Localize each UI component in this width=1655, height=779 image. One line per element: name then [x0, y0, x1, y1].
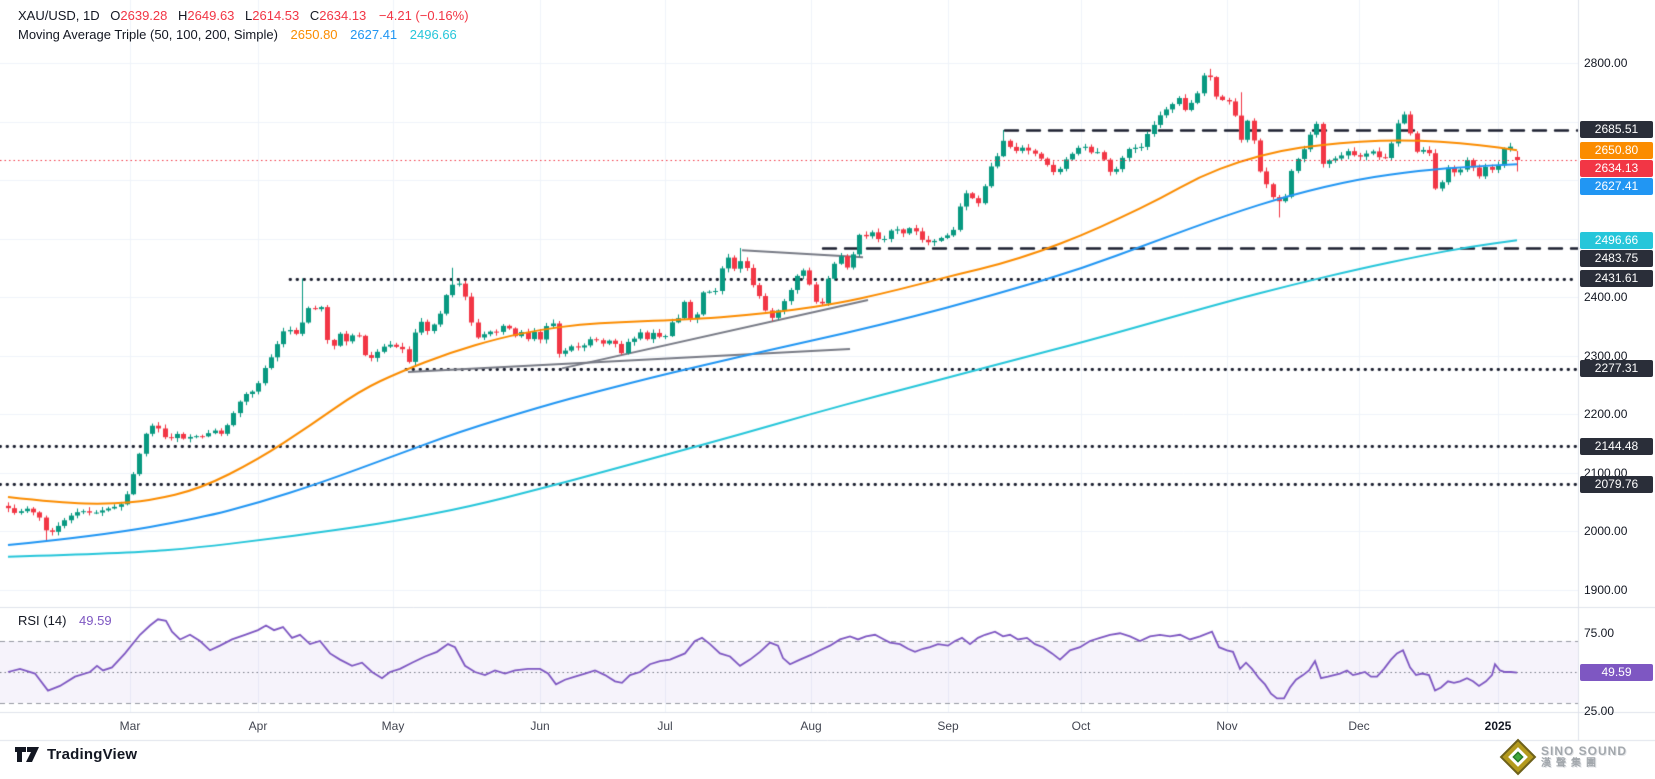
low-value: 2614.53: [252, 8, 300, 23]
tradingview-logo-icon: [15, 747, 39, 762]
sino-sound-watermark: SINO SOUND 漢聲集團: [1502, 741, 1627, 773]
price-axis-tick: 2200.00: [1584, 407, 1628, 421]
low-label: L: [245, 8, 253, 23]
open-value: 2639.28: [120, 8, 168, 23]
price-axis-tick: 2000.00: [1584, 524, 1628, 538]
price-axis-tick: 75.00: [1584, 626, 1615, 641]
time-axis-label: Aug: [800, 719, 822, 733]
time-axis-label: May: [381, 719, 405, 733]
open-label: O: [110, 8, 121, 23]
price-axis-badge: 2634.13: [1580, 159, 1653, 177]
price-axis-tick: 25.00: [1584, 703, 1615, 718]
symbol-legend-row[interactable]: XAU/USD, 1D O2639.28 H2649.63 L2614.53 C…: [18, 8, 469, 23]
price-axis-badge: 2627.41: [1580, 177, 1653, 195]
price-axis-badge: 2483.75: [1580, 249, 1653, 267]
ma-study-title: Moving Average Triple (50, 100, 200, Sim…: [18, 27, 278, 42]
time-axis-label: 2025: [1484, 719, 1512, 733]
rsi-value: 49.59: [79, 613, 112, 628]
close-value: 2634.13: [319, 8, 367, 23]
price-axis-badge: 2496.66: [1580, 231, 1653, 249]
price-axis-badge: 2277.31: [1580, 360, 1653, 378]
time-axis-label: Mar: [119, 719, 141, 733]
price-axis-tick: 2400.00: [1584, 290, 1628, 304]
rsi-value-badge: 49.59: [1580, 664, 1653, 682]
time-axis-label: Dec: [1348, 719, 1370, 733]
rsi-legend-row[interactable]: RSI (14) 49.59: [18, 613, 112, 628]
price-axis-badge: 2144.48: [1580, 437, 1653, 455]
sino-sound-name: SINO SOUND: [1540, 743, 1627, 758]
time-axis-label: Jul: [657, 719, 673, 733]
time-axis-label: Oct: [1071, 719, 1091, 733]
ma200-value: 2496.66: [409, 27, 457, 42]
time-axis-label: Jun: [530, 719, 550, 733]
tradingview-logo-text: TradingView: [47, 746, 138, 763]
price-axis-badge: 2431.61: [1580, 270, 1653, 287]
time-axis-label: Apr: [248, 719, 268, 733]
tradingview-branding[interactable]: TradingView: [14, 746, 137, 763]
price-axis[interactable]: 2800.00 2400.00 2300.00 2200.00 2100.00 2000.…: [1578, 0, 1655, 740]
change-value: −4.21 (−0.16%): [378, 8, 469, 23]
close-label: C: [309, 8, 320, 23]
time-axis-label: Nov: [1216, 719, 1238, 733]
time-axis-label: Sep: [937, 719, 959, 733]
price-axis-badge: 2650.80: [1580, 141, 1653, 159]
price-axis-tick: 1900.00: [1584, 582, 1628, 597]
high-value: 2649.63: [187, 8, 235, 23]
ma50-value: 2650.80: [290, 27, 338, 42]
high-label: H: [178, 8, 188, 23]
rsi-study-title: RSI (14): [18, 613, 67, 628]
sino-sound-chinese-name: 漢聲集團: [1540, 758, 1601, 770]
price-axis-badge: 2079.76: [1580, 475, 1653, 493]
sino-sound-logo-icon: [1502, 741, 1534, 773]
ma-legend-row[interactable]: Moving Average Triple (50, 100, 200, Sim…: [18, 27, 457, 42]
price-axis-tick: 2300.00: [1584, 348, 1628, 363]
price-axis-badge: 2685.51: [1580, 121, 1653, 139]
ma100-value: 2627.41: [350, 27, 398, 42]
price-axis-tick: 2800.00: [1584, 56, 1628, 70]
symbol-title: XAU/USD, 1D: [18, 8, 100, 23]
time-axis[interactable]: Mar Apr May Jun Jul Aug Sep Oct Nov Dec 2025: [0, 712, 1578, 740]
